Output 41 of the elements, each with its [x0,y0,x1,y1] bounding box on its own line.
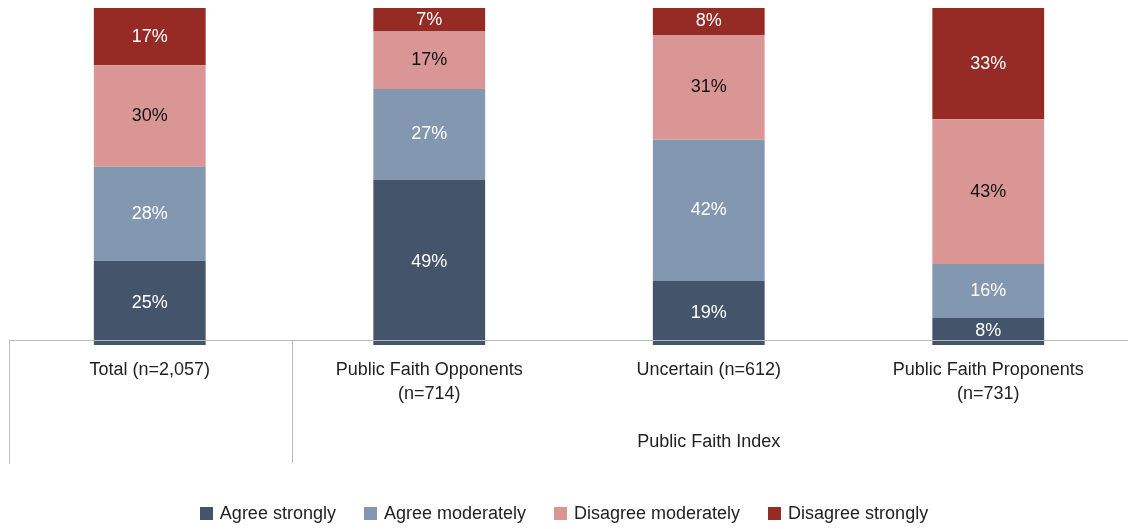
data-label: 19% [690,301,727,322]
data-label: 28% [131,202,168,223]
legend-label: Agree strongly [218,503,336,524]
data-label: 27% [411,123,448,144]
data-label: 49% [411,251,448,272]
data-label: 17% [411,49,448,70]
x-axis-title: Public Faith Index [637,430,781,453]
data-label: 43% [970,180,1007,201]
bar [932,318,1045,345]
data-label: 25% [131,291,168,312]
bar [93,8,206,66]
x-tick-label: Total (n=2,057) [89,358,211,381]
data-label: 16% [970,280,1007,301]
bar [373,8,486,32]
bar [373,179,486,345]
bar [652,8,765,35]
x-tick-label: Uncertain (n=612) [636,358,782,381]
bar [932,264,1045,319]
bar [373,31,486,89]
data-label: 33% [970,52,1007,73]
bar [93,65,206,167]
data-label: 42% [690,199,727,220]
x-tick-label: Public Faith Opponents (n=714) [334,358,524,405]
x-tick-label: Public Faith Proponents (n=731) [891,358,1085,405]
legend-label: Disagree moderately [573,503,741,524]
data-label: 31% [690,76,727,97]
data-label: 30% [131,104,168,125]
legend-label: Disagree strongly [787,503,929,524]
data-label: 8% [975,320,1002,341]
bar [652,34,765,140]
bar [652,139,765,281]
bar [373,88,486,180]
legend-label: Agree moderately [382,503,526,524]
bar [652,280,765,345]
data-label: 17% [131,25,168,46]
bar [93,166,206,261]
bar [93,260,206,345]
bar [932,8,1045,120]
bar [932,119,1045,265]
data-label: 8% [695,10,722,31]
data-label: 7% [416,8,443,29]
